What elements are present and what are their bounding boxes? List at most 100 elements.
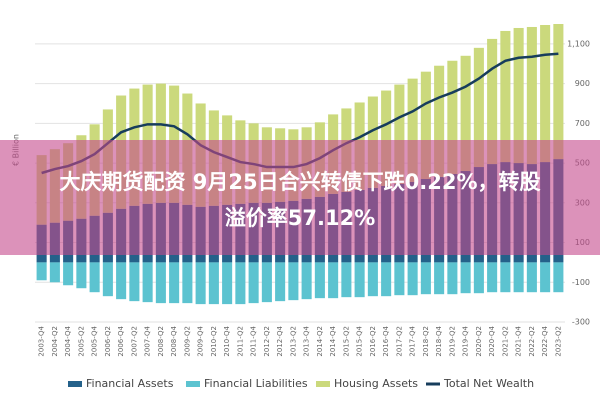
bar: [155, 262, 166, 304]
legend-swatch: [316, 381, 330, 387]
bar: [208, 262, 219, 305]
legend-label: Total Net Wealth: [443, 377, 534, 390]
x-tick-label: 2022-Q2: [528, 326, 536, 357]
bar: [76, 262, 87, 289]
bar: [341, 262, 352, 298]
bar: [407, 262, 418, 296]
bar: [487, 262, 498, 293]
bar: [301, 262, 312, 300]
x-tick-label: 2006-Q2: [104, 326, 112, 357]
x-tick-label: 2008-Q4: [170, 325, 178, 356]
x-tick-label: 2016-Q4: [382, 325, 390, 356]
x-tick-label: 2005-Q4: [91, 325, 99, 356]
y-tick-label: -300: [572, 318, 590, 327]
banner-text: 溢价率57.12%: [225, 206, 375, 230]
x-tick-label: 2009-Q4: [197, 325, 205, 356]
bar: [182, 262, 193, 304]
x-tick-label: 2019-Q2: [448, 326, 456, 357]
bar: [116, 262, 127, 300]
bar: [473, 47, 484, 168]
bar: [447, 60, 458, 174]
legend-label: Financial Liabilities: [204, 377, 308, 390]
x-tick-label: 2013-Q4: [303, 325, 311, 356]
legend-swatch: [186, 381, 200, 387]
x-tick-label: 2014-Q4: [329, 325, 337, 356]
bar: [195, 262, 206, 305]
x-tick-label: 2006-Q4: [117, 325, 125, 356]
bar: [487, 38, 498, 165]
bar: [460, 262, 471, 294]
y-tick-label: 1,100: [567, 39, 590, 48]
x-tick-label: 2007-Q4: [144, 325, 152, 356]
x-tick-label: 2005-Q2: [77, 326, 85, 357]
x-tick-label: 2023-Q2: [554, 326, 562, 357]
bar: [420, 71, 431, 179]
legend-label: Housing Assets: [334, 377, 418, 390]
bar: [328, 262, 339, 299]
x-tick-label: 2010-Q4: [223, 325, 231, 356]
bar: [460, 55, 471, 172]
bar: [500, 262, 511, 293]
bar: [142, 262, 153, 303]
x-tick-label: 2004-Q4: [64, 325, 72, 356]
bar: [49, 262, 60, 283]
bar: [500, 30, 511, 163]
bar: [63, 262, 74, 286]
y-tick-label: 700: [575, 119, 590, 128]
x-tick-label: 2021-Q2: [501, 326, 509, 357]
x-tick-label: 2018-Q2: [422, 326, 430, 357]
x-tick-label: 2018-Q4: [435, 325, 443, 356]
bar: [526, 262, 537, 293]
x-tick-label: 2010-Q2: [210, 326, 218, 357]
x-tick-label: 2016-Q2: [369, 326, 377, 357]
bar: [434, 65, 445, 177]
bar: [394, 84, 405, 184]
x-tick-label: 2015-Q4: [356, 325, 364, 356]
bar: [354, 262, 365, 298]
x-tick-label: 2020-Q2: [475, 326, 483, 357]
legend-swatch: [68, 381, 82, 387]
bar: [420, 262, 431, 295]
bar: [36, 262, 47, 281]
x-tick-label: 2009-Q2: [183, 326, 191, 357]
x-tick-label: 2014-Q2: [316, 326, 324, 357]
bar: [102, 262, 113, 297]
bar: [540, 24, 551, 163]
bar: [288, 262, 299, 301]
bar: [222, 262, 233, 305]
x-tick-label: 2008-Q2: [157, 326, 165, 357]
bar: [513, 27, 524, 164]
x-tick-label: 2011-Q2: [236, 326, 244, 357]
legend-label: Financial Assets: [86, 377, 174, 390]
x-tick-label: 2017-Q4: [409, 325, 417, 356]
y-tick-label: -100: [572, 278, 590, 287]
bar: [381, 90, 392, 186]
bar: [89, 262, 100, 293]
y-tick-label: 900: [575, 79, 590, 88]
banner: [0, 140, 600, 255]
bar: [473, 262, 484, 294]
x-tick-label: 2015-Q2: [342, 326, 350, 357]
x-tick-label: 2004-Q2: [51, 326, 59, 357]
x-tick-label: 2017-Q2: [395, 326, 403, 357]
bar: [553, 24, 564, 160]
bar: [314, 262, 325, 299]
bar: [526, 26, 537, 165]
x-tick-label: 2003-Q4: [38, 325, 46, 356]
bar: [367, 262, 378, 297]
x-tick-label: 2013-Q2: [289, 326, 297, 357]
x-tick-label: 2012-Q2: [263, 326, 271, 357]
bar: [394, 262, 405, 296]
bar: [129, 262, 140, 302]
bar: [553, 262, 564, 293]
bar: [434, 262, 445, 295]
bar: [261, 262, 272, 303]
bar: [169, 262, 180, 304]
bar: [235, 262, 246, 305]
x-tick-label: 2007-Q2: [130, 326, 138, 357]
bar: [275, 262, 286, 302]
x-tick-label: 2020-Q4: [488, 325, 496, 356]
bar: [407, 78, 418, 182]
x-tick-label: 2011-Q4: [250, 325, 258, 356]
